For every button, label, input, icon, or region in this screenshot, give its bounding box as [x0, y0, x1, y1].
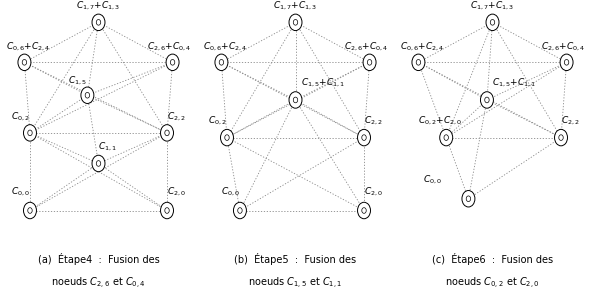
Circle shape: [462, 191, 475, 207]
Circle shape: [24, 202, 37, 219]
Text: $C_{1,1}$: $C_{1,1}$: [99, 141, 118, 153]
Circle shape: [440, 129, 453, 146]
Text: (a)  Étape4  :  Fusion des: (a) Étape4 : Fusion des: [38, 253, 160, 265]
Circle shape: [444, 135, 449, 141]
Circle shape: [220, 129, 233, 146]
Circle shape: [92, 14, 105, 31]
Text: $C_{2,2}$: $C_{2,2}$: [167, 111, 186, 123]
Circle shape: [362, 208, 366, 213]
Circle shape: [293, 19, 298, 25]
Text: $C_{1,5}$+$C_{1,1}$: $C_{1,5}$+$C_{1,1}$: [301, 77, 345, 89]
Circle shape: [485, 97, 489, 103]
Circle shape: [161, 202, 174, 219]
Circle shape: [24, 125, 37, 141]
Circle shape: [416, 59, 421, 65]
Circle shape: [165, 130, 169, 136]
Text: $C_{0,0}$: $C_{0,0}$: [221, 185, 240, 198]
Circle shape: [491, 19, 495, 25]
Circle shape: [215, 54, 228, 71]
Text: $C_{2,0}$: $C_{2,0}$: [364, 185, 383, 198]
Text: (b)  Étape5  :  Fusion des: (b) Étape5 : Fusion des: [235, 253, 356, 265]
Text: $C_{1,7}$+$C_{1,3}$: $C_{1,7}$+$C_{1,3}$: [76, 0, 121, 12]
Text: $C_{0,6}$+$C_{2,4}$: $C_{0,6}$+$C_{2,4}$: [6, 41, 50, 53]
Circle shape: [96, 19, 100, 25]
Circle shape: [28, 130, 32, 136]
Circle shape: [18, 54, 31, 71]
Circle shape: [358, 202, 371, 219]
Text: $C_{2,6}$+$C_{0,4}$: $C_{2,6}$+$C_{0,4}$: [343, 41, 388, 53]
Circle shape: [96, 161, 100, 166]
Circle shape: [486, 14, 499, 31]
Circle shape: [165, 208, 169, 213]
Circle shape: [28, 208, 32, 213]
Circle shape: [466, 196, 470, 202]
Circle shape: [358, 129, 371, 146]
Circle shape: [289, 14, 302, 31]
Circle shape: [412, 54, 425, 71]
Text: noeuds $C_{0,2}$ et $C_{2,0}$: noeuds $C_{0,2}$ et $C_{2,0}$: [445, 276, 540, 291]
Circle shape: [225, 135, 229, 141]
Circle shape: [362, 135, 366, 141]
Text: $C_{0,2}$: $C_{0,2}$: [11, 111, 30, 123]
Circle shape: [480, 92, 493, 108]
Text: $C_{1,5}$+$C_{1,1}$: $C_{1,5}$+$C_{1,1}$: [492, 77, 537, 89]
Text: noeuds $C_{2,6}$ et $C_{0,4}$: noeuds $C_{2,6}$ et $C_{0,4}$: [51, 276, 146, 291]
Text: $C_{0,0}$: $C_{0,0}$: [11, 185, 30, 198]
Text: $C_{2,2}$: $C_{2,2}$: [364, 115, 383, 127]
Circle shape: [81, 87, 94, 103]
Circle shape: [166, 54, 179, 71]
Circle shape: [22, 59, 27, 65]
Circle shape: [363, 54, 376, 71]
Circle shape: [289, 92, 302, 108]
Text: $C_{0,2}$+$C_{2,0}$: $C_{0,2}$+$C_{2,0}$: [418, 115, 463, 127]
Text: noeuds $C_{1,5}$ et $C_{1,1}$: noeuds $C_{1,5}$ et $C_{1,1}$: [248, 276, 343, 291]
Circle shape: [170, 59, 175, 65]
Circle shape: [238, 208, 242, 213]
Circle shape: [554, 129, 567, 146]
Text: $C_{1,5}$: $C_{1,5}$: [69, 75, 87, 87]
Text: (c)  Étape6  :  Fusion des: (c) Étape6 : Fusion des: [432, 253, 553, 265]
Circle shape: [92, 155, 105, 172]
Text: $C_{1,7}$+$C_{1,3}$: $C_{1,7}$+$C_{1,3}$: [273, 0, 318, 12]
Circle shape: [559, 135, 563, 141]
Text: $C_{0,2}$: $C_{0,2}$: [208, 115, 227, 127]
Text: $C_{2,6}$+$C_{0,4}$: $C_{2,6}$+$C_{0,4}$: [541, 41, 585, 53]
Text: $C_{0,6}$+$C_{2,4}$: $C_{0,6}$+$C_{2,4}$: [203, 41, 248, 53]
Circle shape: [368, 59, 372, 65]
Circle shape: [219, 59, 223, 65]
Text: $C_{0,0}$: $C_{0,0}$: [423, 173, 443, 186]
Text: $C_{2,2}$: $C_{2,2}$: [561, 115, 580, 127]
Circle shape: [560, 54, 573, 71]
Circle shape: [233, 202, 246, 219]
Circle shape: [161, 125, 174, 141]
Text: $C_{1,7}$+$C_{1,3}$: $C_{1,7}$+$C_{1,3}$: [470, 0, 515, 12]
Text: $C_{0,6}$+$C_{2,4}$: $C_{0,6}$+$C_{2,4}$: [400, 41, 444, 53]
Circle shape: [293, 97, 298, 103]
Circle shape: [85, 92, 90, 98]
Text: $C_{2,0}$: $C_{2,0}$: [167, 185, 186, 198]
Text: $C_{2,6}$+$C_{0,4}$: $C_{2,6}$+$C_{0,4}$: [147, 41, 191, 53]
Circle shape: [564, 59, 569, 65]
